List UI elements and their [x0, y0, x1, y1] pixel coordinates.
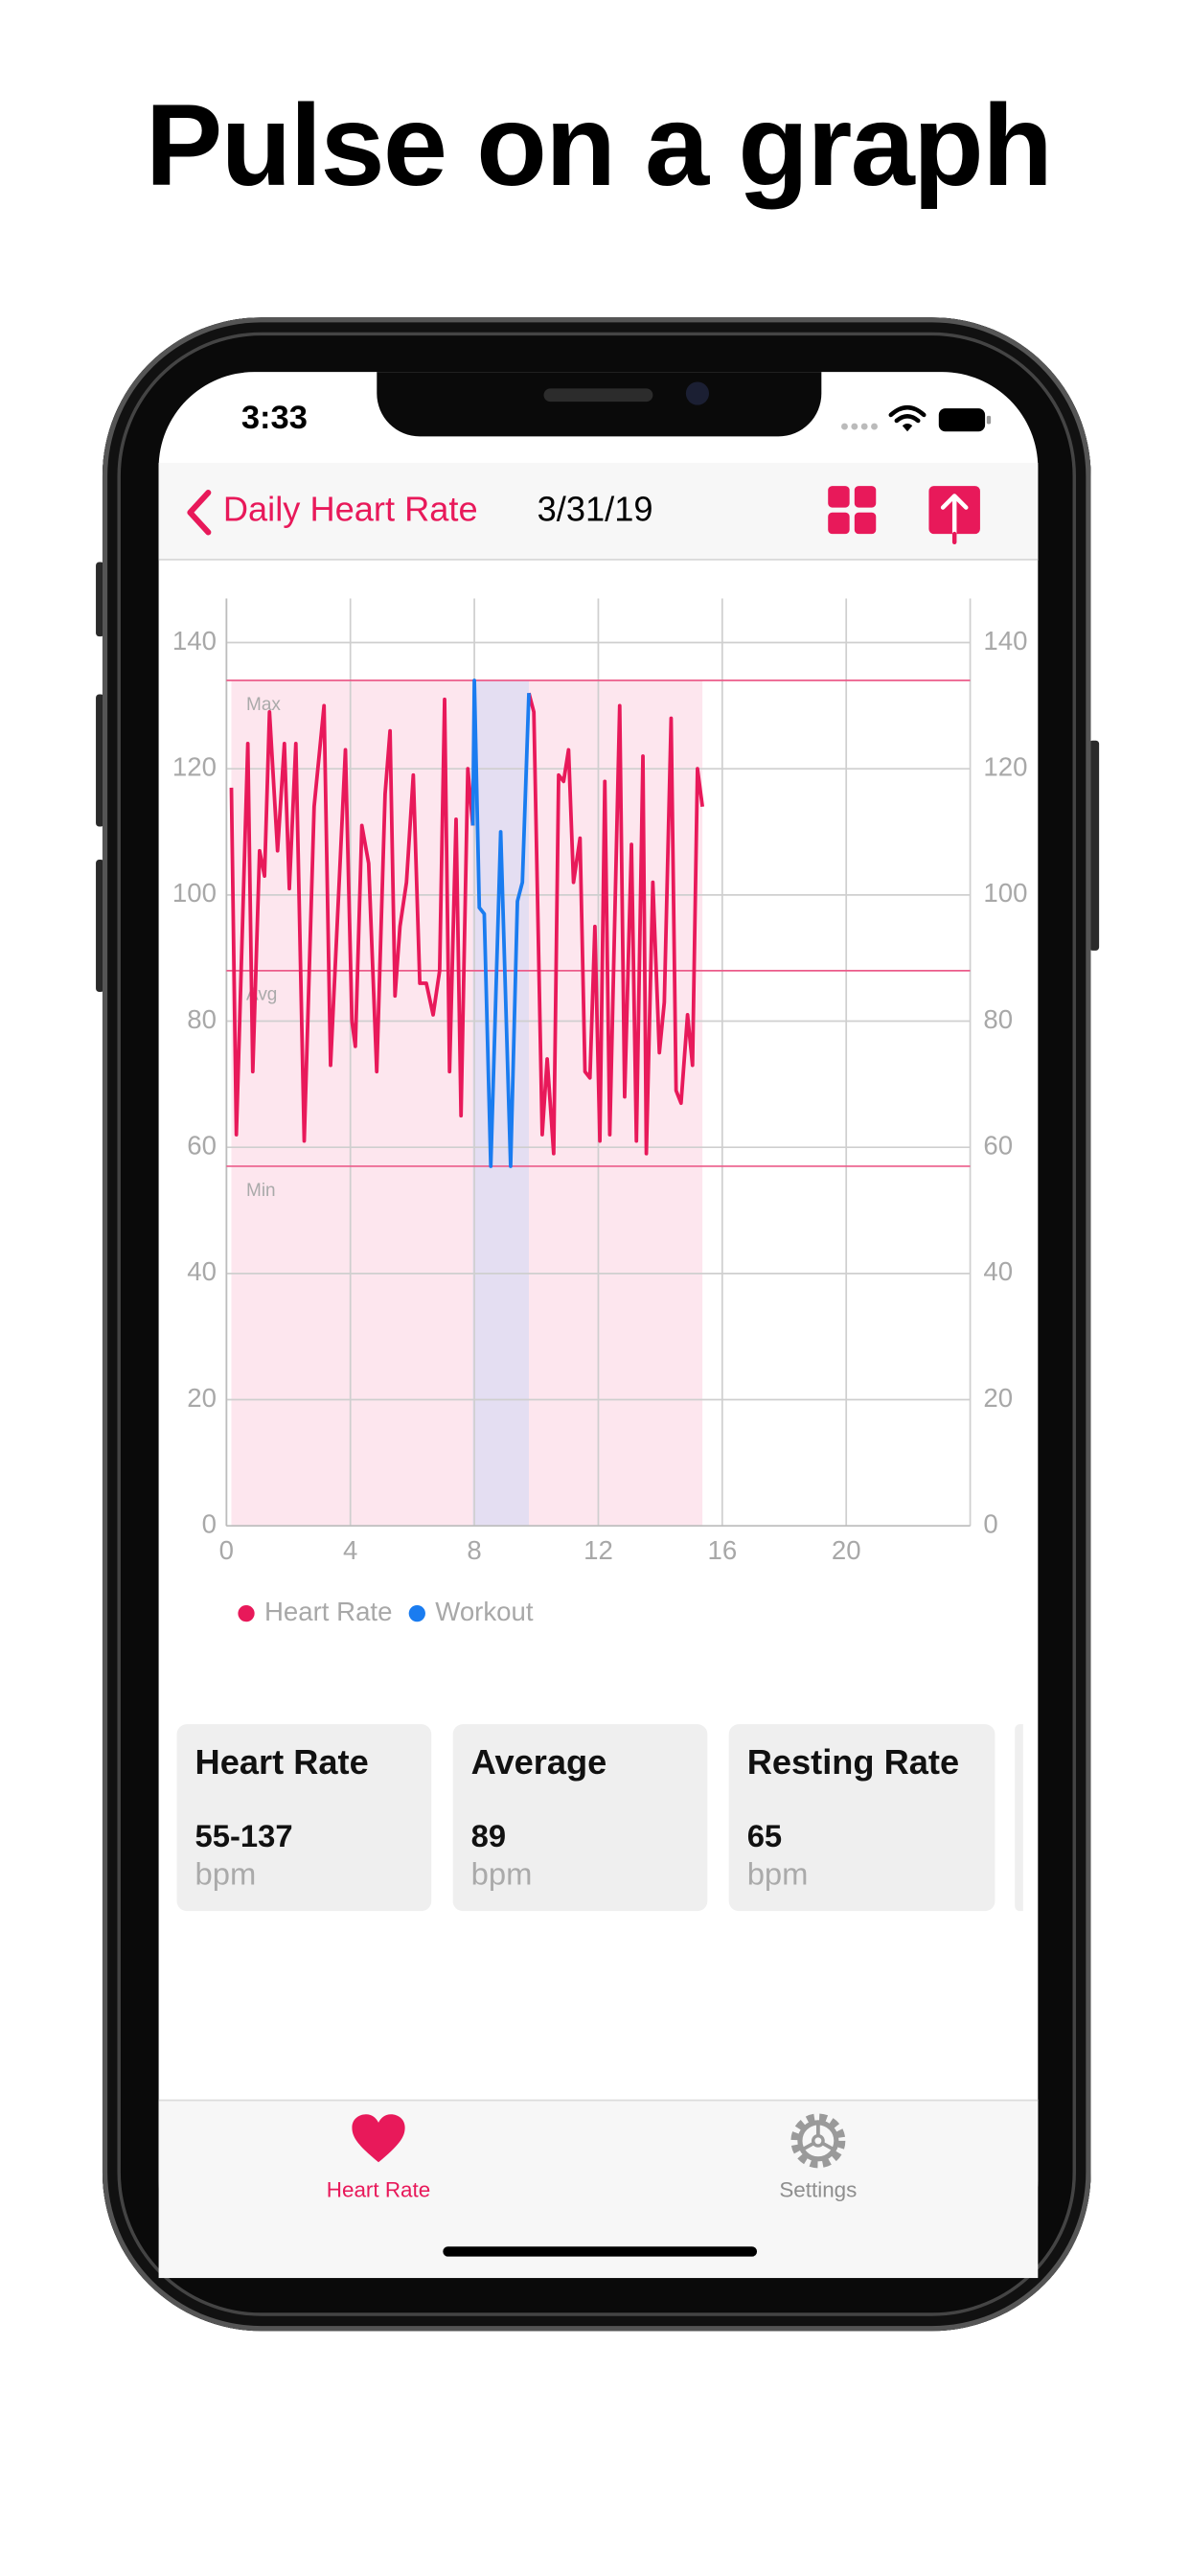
back-chevron[interactable]	[182, 488, 218, 538]
notch	[377, 372, 822, 437]
y-tick-label: 20	[187, 1383, 217, 1413]
tab-label[interactable]: Settings	[779, 2176, 858, 2202]
card-title: Heart Rate	[195, 1743, 369, 1782]
stat-card[interactable]: Heart Rate 55-137 bpm	[176, 1724, 432, 1912]
side-button	[96, 562, 104, 637]
y-tick-label: 80	[187, 1004, 217, 1034]
wifi-dot	[902, 424, 913, 432]
x-tick-label: 12	[584, 1535, 613, 1565]
reference-label: Min	[246, 1181, 276, 1201]
battery	[938, 408, 986, 432]
y2-tick-label: 80	[983, 1004, 1013, 1034]
legend-swatch	[238, 1604, 255, 1622]
y-tick-label: 60	[187, 1130, 217, 1160]
grid-button[interactable]	[827, 484, 880, 537]
y-tick-label: 120	[172, 751, 217, 781]
y-tick-label: 100	[172, 878, 217, 908]
card-unit: bpm	[470, 1857, 533, 1894]
headline: Pulse on a graph	[145, 80, 1053, 211]
camera	[685, 381, 710, 405]
x-tick-label: 16	[707, 1535, 737, 1565]
heart-icon[interactable]	[351, 2113, 407, 2166]
side-button	[1088, 740, 1100, 951]
signal	[841, 423, 878, 430]
battery-tip	[986, 415, 992, 425]
y-tick-label: 40	[187, 1256, 217, 1286]
series-line	[470, 678, 531, 1168]
gear-icon[interactable]	[789, 2111, 848, 2171]
x-tick-label: 0	[219, 1535, 234, 1565]
stat-card[interactable]: Resting Rate 65 bpm	[728, 1724, 995, 1912]
side-button	[96, 860, 104, 992]
card-value: 65	[746, 1820, 783, 1855]
wifi	[888, 404, 927, 424]
series-span	[472, 680, 529, 1527]
y-tick-label: 140	[172, 626, 217, 656]
y2-tick-label: 120	[983, 751, 1027, 781]
legend-label: Heart Rate	[264, 1597, 392, 1626]
stat-card[interactable]: Average 89 bpm	[452, 1724, 708, 1912]
card-title: Average	[470, 1743, 607, 1782]
back-button[interactable]: Daily Heart Rate	[222, 491, 478, 529]
nav-bar	[158, 463, 1039, 561]
y2-tick-label: 100	[983, 878, 1027, 908]
y2-tick-label: 60	[983, 1130, 1013, 1160]
card-unit: bpm	[195, 1857, 257, 1894]
status-time: 3:33	[240, 400, 308, 437]
series-line	[229, 692, 705, 1156]
y-tick-label: 0	[202, 1508, 217, 1538]
status-icons	[841, 404, 992, 432]
tab-label[interactable]: Heart Rate	[326, 2176, 431, 2202]
legend-swatch	[408, 1604, 425, 1622]
card-value: 55-137	[195, 1820, 293, 1855]
stat-card-partial	[1015, 1724, 1023, 1912]
card-title: Resting Rate	[746, 1743, 960, 1782]
y2-tick-label: 0	[983, 1508, 997, 1538]
nav-title: 3/31/19	[537, 491, 653, 529]
x-tick-label: 20	[832, 1535, 861, 1565]
side-button	[96, 694, 104, 827]
y2-tick-label: 140	[983, 626, 1027, 656]
card-value: 89	[470, 1820, 507, 1855]
y2-tick-label: 40	[983, 1256, 1013, 1286]
legend-label: Workout	[435, 1597, 534, 1626]
card-unit: bpm	[746, 1857, 809, 1894]
speaker	[543, 388, 653, 402]
reference-label: Max	[246, 695, 281, 715]
home-indicator	[443, 2246, 758, 2257]
x-tick-label: 4	[343, 1535, 357, 1565]
share-button[interactable]	[927, 483, 984, 546]
x-tick-label: 8	[467, 1535, 481, 1565]
y2-tick-label: 20	[983, 1383, 1013, 1413]
